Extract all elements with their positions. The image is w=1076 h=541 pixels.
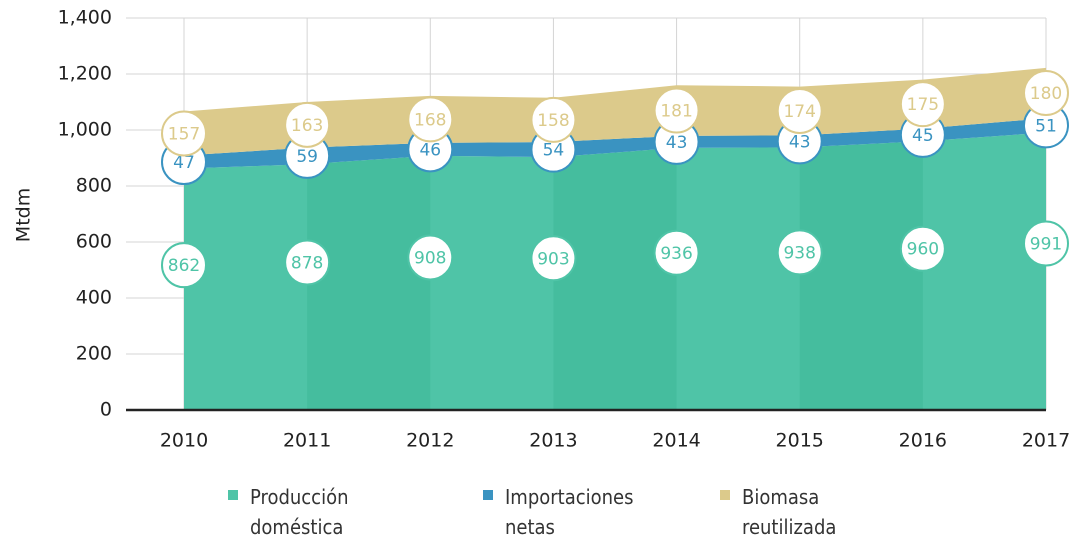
x-tick-label: 2012 [406, 430, 454, 452]
y-tick-label: 600 [76, 231, 112, 253]
value-label: 908 [414, 248, 446, 268]
value-label: 158 [537, 111, 569, 131]
legend-swatch [720, 490, 730, 500]
value-label: 43 [666, 133, 688, 153]
value-label: 168 [414, 110, 446, 130]
value-badge [653, 229, 700, 276]
value-badge [284, 239, 331, 286]
value-label: 936 [660, 244, 692, 264]
value-badge [776, 229, 823, 276]
y-tick-label: 0 [100, 399, 112, 421]
band [307, 132, 431, 410]
value-label: 51 [1035, 116, 1057, 136]
value-label: 46 [419, 140, 441, 160]
value-label: 175 [907, 95, 939, 115]
legend-item: Importaciones netas [483, 482, 645, 541]
legend-item: Biomasa reutilizada [720, 482, 882, 541]
x-tick-label: 2010 [160, 430, 208, 452]
y-tick-label: 800 [76, 175, 112, 197]
value-label: 180 [1030, 84, 1062, 104]
band [553, 132, 677, 410]
value-label: 878 [291, 253, 323, 273]
x-tick-label: 2016 [899, 430, 947, 452]
legend-label: Biomasa reutilizada [742, 485, 837, 539]
area [184, 67, 1046, 156]
value-label: 43 [789, 132, 811, 152]
legend-label: Importaciones netas [505, 485, 634, 539]
value-label: 47 [173, 153, 195, 173]
value-label: 45 [912, 126, 934, 146]
y-tick-label: 1,400 [58, 7, 112, 29]
x-tick-label: 2015 [776, 430, 824, 452]
y-tick-label: 1,200 [58, 63, 112, 85]
value-badge [161, 242, 207, 289]
legend-label: Producción doméstica [250, 485, 349, 539]
value-badge [407, 234, 454, 281]
legend-swatch [483, 490, 493, 500]
value-label: 903 [537, 249, 569, 269]
x-tick-label: 2017 [1022, 430, 1070, 452]
x-tick-label: 2013 [529, 430, 577, 452]
y-tick-label: 1,000 [58, 119, 112, 141]
value-label: 181 [660, 102, 692, 122]
x-tick-label: 2011 [283, 430, 331, 452]
y-tick-label: 200 [76, 343, 112, 365]
value-badge [530, 96, 577, 143]
value-label: 991 [1030, 235, 1062, 255]
value-badge [1023, 220, 1069, 267]
band [799, 132, 923, 410]
y-axis-label: Mtdm [13, 188, 35, 242]
area [184, 118, 1046, 169]
value-label: 960 [907, 240, 939, 260]
value-badge [653, 87, 700, 134]
value-label: 163 [291, 116, 323, 136]
legend-item: Producción doméstica [228, 482, 390, 541]
value-badge [776, 87, 823, 134]
value-badge [530, 235, 577, 282]
value-badge [284, 101, 331, 148]
value-badge [161, 110, 207, 157]
value-badge [407, 96, 454, 143]
value-label: 862 [168, 256, 200, 276]
area [184, 132, 1046, 410]
value-label: 54 [543, 141, 565, 161]
value-label: 174 [783, 102, 815, 122]
value-label: 938 [783, 243, 815, 263]
legend-swatch [228, 490, 238, 500]
value-badge [899, 225, 946, 272]
value-label: 157 [168, 125, 200, 145]
value-label: 59 [296, 147, 318, 167]
x-tick-label: 2014 [652, 430, 700, 452]
y-tick-label: 400 [76, 287, 112, 309]
value-badge [899, 81, 946, 128]
value-badge [1023, 70, 1069, 117]
